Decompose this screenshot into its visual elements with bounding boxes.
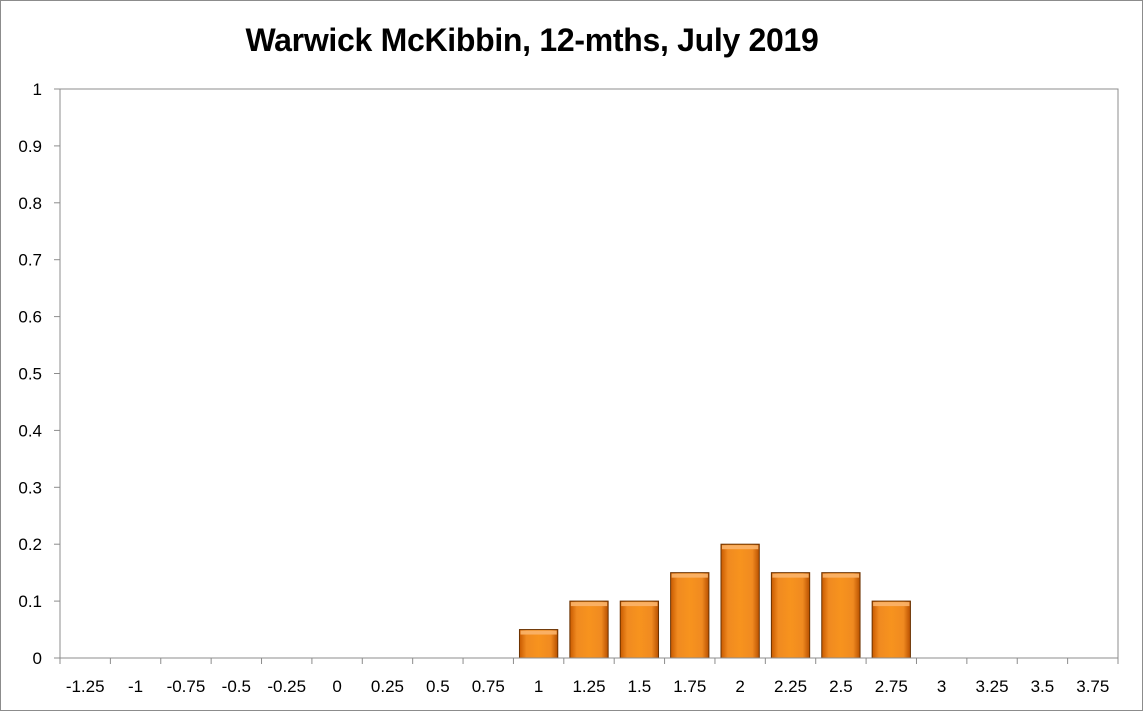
bar — [619, 600, 660, 659]
x-tick-label: -0.25 — [267, 677, 306, 696]
x-tick-label: 3.25 — [976, 677, 1009, 696]
x-tick-label: 3 — [937, 677, 946, 696]
y-tick-label: 0.4 — [18, 421, 42, 440]
x-tick-label: -0.75 — [167, 677, 206, 696]
bar — [871, 600, 911, 659]
chart-title: Warwick McKibbin, 12-mths, July 2019 — [245, 22, 819, 58]
y-tick-label: 0.2 — [18, 535, 42, 554]
y-tick-label: 0.3 — [18, 478, 42, 497]
x-tick-label: 0 — [332, 677, 341, 696]
x-tick-label: 1.75 — [673, 677, 706, 696]
bar — [821, 572, 861, 659]
x-tick-label: 3.75 — [1076, 677, 1109, 696]
y-tick-label: 0.1 — [18, 592, 42, 611]
y-tick-label: 1 — [33, 80, 42, 99]
bar — [770, 572, 811, 659]
bar — [670, 572, 710, 659]
y-axis-labels: 0 0.1 0.2 0.3 0.4 0.5 0.6 0.7 0.8 0.9 1 — [18, 80, 42, 668]
bar-highlight — [520, 630, 557, 635]
bar-highlight — [721, 545, 759, 550]
bar — [518, 629, 559, 659]
bar-highlight — [822, 573, 860, 578]
bar-body — [770, 572, 811, 659]
y-tick-label: 0.8 — [18, 194, 42, 213]
x-tick-label: 2.25 — [774, 677, 807, 696]
bar-highlight — [873, 602, 910, 607]
x-tick-label: 2 — [735, 677, 744, 696]
bar-highlight — [671, 573, 708, 578]
x-tick-label: 0.75 — [472, 677, 505, 696]
x-tick-label: 2.75 — [875, 677, 908, 696]
y-tick-label: 0 — [33, 649, 42, 668]
bars-group — [518, 543, 911, 659]
x-tick-label: 2.5 — [829, 677, 853, 696]
bar-highlight — [772, 573, 809, 578]
x-tick-label: 0.5 — [426, 677, 450, 696]
bar-body — [821, 572, 861, 659]
bar — [720, 543, 760, 659]
x-tick-label: 1.5 — [628, 677, 652, 696]
bar-body — [619, 600, 660, 659]
bar-body — [871, 600, 911, 659]
bar — [569, 600, 609, 659]
y-tick-label: 0.6 — [18, 308, 42, 327]
x-tick-label: 1 — [534, 677, 543, 696]
x-tick-label: 3.5 — [1031, 677, 1055, 696]
x-tick-label: -1 — [128, 677, 143, 696]
y-tick-label: 0.9 — [18, 137, 42, 156]
x-tick-label: 1.25 — [572, 677, 605, 696]
bar-highlight — [570, 602, 608, 607]
y-tick-label: 0.7 — [18, 251, 42, 270]
axes-group — [54, 88, 1119, 664]
x-axis-labels: -1.25 -1 -0.75 -0.5 -0.25 0 0.25 0.5 0.75 1 1.25 1.… — [66, 677, 1110, 696]
bar-body — [720, 543, 760, 659]
x-tick-label: -0.5 — [222, 677, 251, 696]
plot-area — [59, 88, 1119, 659]
bar-body — [569, 600, 609, 659]
y-tick-label: 0.5 — [18, 365, 42, 384]
bar-body — [670, 572, 710, 659]
x-tick-label: 0.25 — [371, 677, 404, 696]
x-tick-label: -1.25 — [66, 677, 105, 696]
bar-highlight — [621, 602, 658, 607]
